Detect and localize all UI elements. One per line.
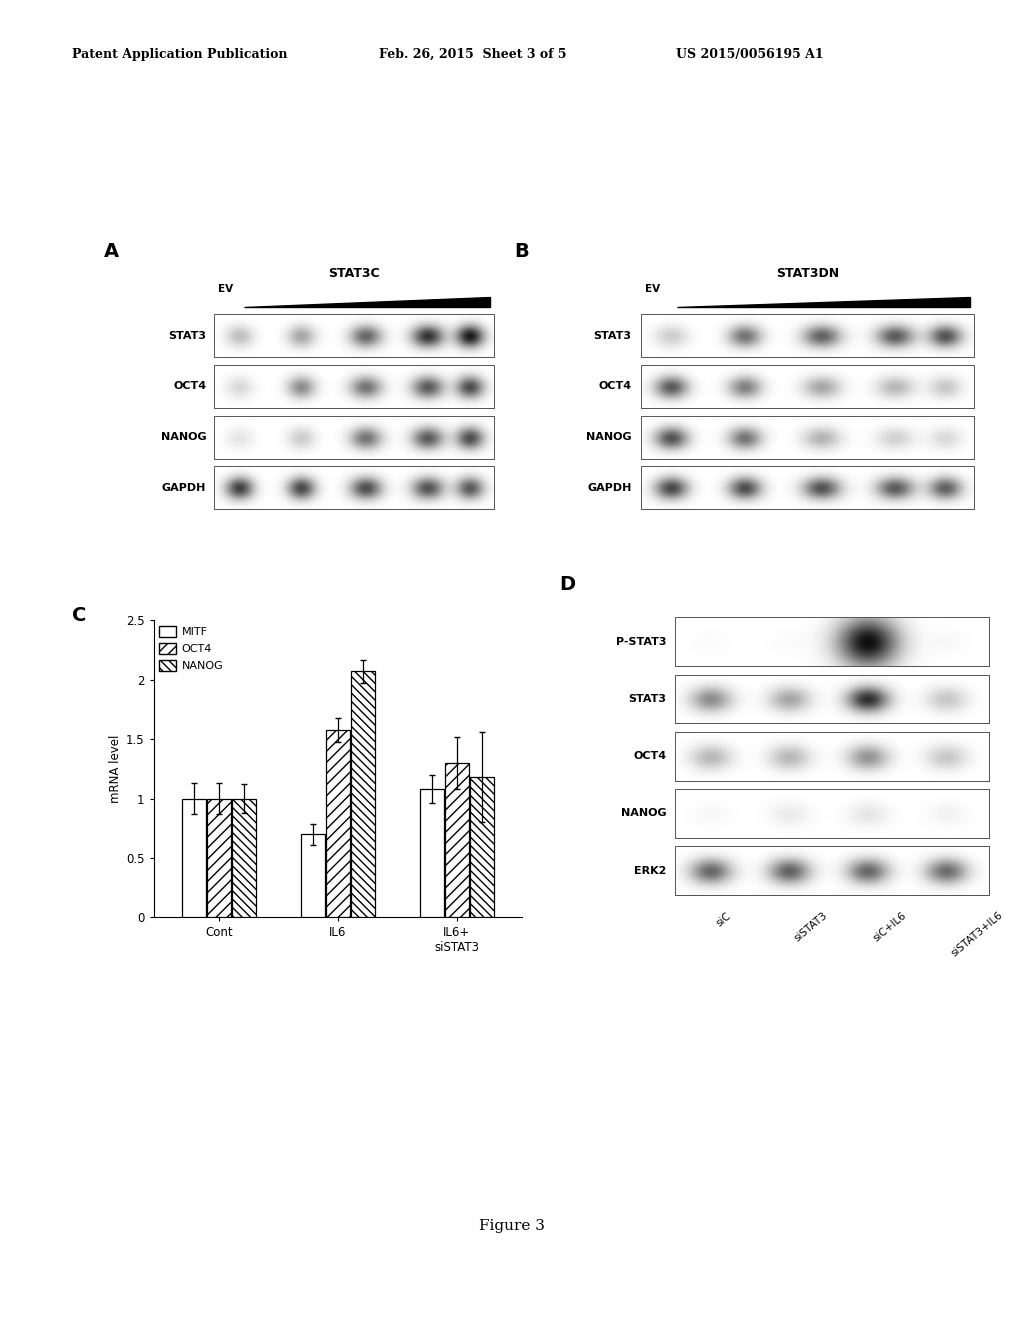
Text: D: D: [559, 576, 575, 594]
Bar: [641, 366, 974, 408]
Text: siSTAT3: siSTAT3: [793, 911, 829, 944]
Text: STAT3: STAT3: [168, 331, 206, 341]
Text: NANOG: NANOG: [161, 432, 206, 442]
Bar: [214, 366, 495, 408]
Bar: [675, 789, 989, 838]
Bar: [420, 789, 443, 917]
Text: NANOG: NANOG: [621, 808, 667, 818]
Polygon shape: [244, 297, 490, 306]
Bar: [214, 416, 495, 458]
Bar: [675, 618, 989, 667]
Bar: [214, 466, 495, 510]
Bar: [214, 466, 495, 510]
Text: Figure 3: Figure 3: [479, 1220, 545, 1233]
Bar: [232, 799, 256, 917]
Text: OCT4: OCT4: [633, 751, 667, 762]
Text: US 2015/0056195 A1: US 2015/0056195 A1: [676, 48, 823, 61]
Text: A: A: [104, 242, 119, 260]
Bar: [182, 799, 206, 917]
Bar: [641, 466, 974, 510]
Text: STAT3: STAT3: [594, 331, 632, 341]
Bar: [641, 314, 974, 358]
Text: ERK2: ERK2: [634, 866, 667, 875]
Bar: [326, 730, 350, 917]
Bar: [675, 675, 989, 723]
Bar: [675, 675, 989, 723]
Bar: [214, 314, 495, 358]
Text: P-STAT3: P-STAT3: [615, 636, 667, 647]
Bar: [301, 834, 325, 917]
Bar: [641, 314, 974, 358]
Y-axis label: mRNA level: mRNA level: [109, 735, 122, 803]
Bar: [641, 416, 974, 458]
Bar: [641, 416, 974, 458]
Text: NANOG: NANOG: [586, 432, 632, 442]
Polygon shape: [677, 297, 970, 306]
Text: OCT4: OCT4: [173, 381, 206, 392]
Text: Patent Application Publication: Patent Application Publication: [72, 48, 287, 61]
Text: GAPDH: GAPDH: [162, 483, 206, 492]
Text: EV: EV: [217, 284, 232, 294]
Legend: MITF, OCT4, NANOG: MITF, OCT4, NANOG: [159, 626, 223, 672]
Text: C: C: [73, 606, 87, 624]
Bar: [214, 314, 495, 358]
Text: STAT3C: STAT3C: [328, 267, 380, 280]
Bar: [214, 366, 495, 408]
Text: EV: EV: [645, 284, 660, 294]
Bar: [675, 731, 989, 780]
Text: GAPDH: GAPDH: [587, 483, 632, 492]
Bar: [675, 846, 989, 895]
Bar: [641, 466, 974, 510]
Bar: [675, 731, 989, 780]
Bar: [351, 672, 375, 917]
Bar: [675, 789, 989, 838]
Bar: [207, 799, 230, 917]
Text: STAT3: STAT3: [629, 694, 667, 704]
Text: siC: siC: [715, 911, 733, 928]
Bar: [641, 366, 974, 408]
Text: Feb. 26, 2015  Sheet 3 of 5: Feb. 26, 2015 Sheet 3 of 5: [379, 48, 566, 61]
Text: siC+IL6: siC+IL6: [871, 911, 908, 944]
Text: STAT3DN: STAT3DN: [776, 267, 839, 280]
Bar: [445, 763, 469, 917]
Bar: [214, 416, 495, 458]
Bar: [675, 846, 989, 895]
Text: OCT4: OCT4: [598, 381, 632, 392]
Bar: [675, 618, 989, 667]
Text: B: B: [514, 242, 529, 260]
Text: siSTAT3+IL6: siSTAT3+IL6: [949, 911, 1006, 960]
Bar: [470, 777, 494, 917]
